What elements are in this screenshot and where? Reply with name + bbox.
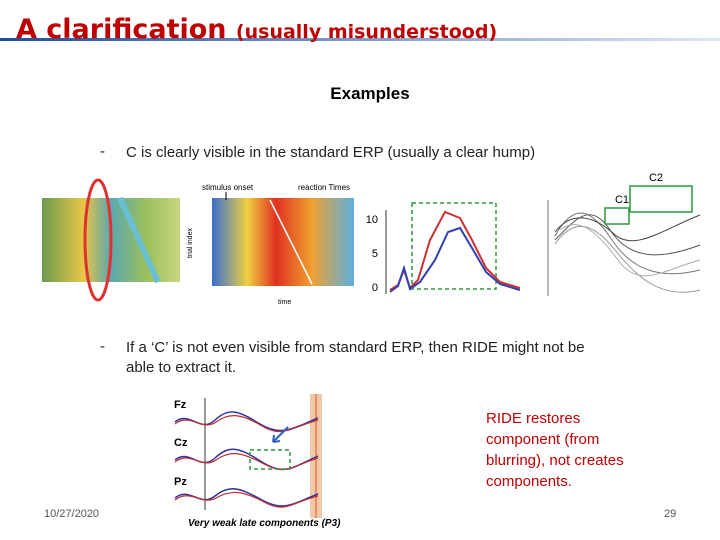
label: reaction Times: [298, 183, 350, 192]
heatmap-trend: [117, 196, 161, 284]
title-underline: [0, 38, 720, 41]
c1-label: C1: [615, 194, 629, 206]
label: time: [278, 299, 291, 306]
channel-label: Cz: [174, 437, 188, 449]
title-sub: (usually misunderstood): [235, 21, 498, 43]
tick: 0: [372, 282, 378, 294]
highlight-box: [249, 449, 291, 470]
erp-blue: [389, 226, 521, 293]
note: RIDE restores component (from blurring),…: [486, 410, 624, 490]
c2-label: C2: [649, 172, 663, 184]
trace: [554, 212, 701, 275]
bullet-marker: -: [100, 338, 105, 355]
trace: [554, 225, 701, 293]
trace: [174, 453, 319, 471]
trace: [554, 214, 701, 256]
c1-box: [604, 207, 630, 225]
trace: [174, 415, 319, 433]
trace: [174, 491, 319, 508]
rt-line: [269, 199, 313, 285]
trials-plot: C1 C2: [547, 172, 701, 296]
label: trial index: [187, 228, 194, 258]
tick: 10: [366, 214, 378, 226]
bullet-text: C is clearly visible in the standard ERP…: [126, 144, 536, 161]
erp-plot: 10 5 0: [366, 202, 521, 294]
erp-red: [389, 210, 521, 291]
c2-box: [629, 185, 693, 213]
bullet-text: If a ‘C’ is not even visible from standa…: [126, 339, 585, 376]
trace: [559, 224, 701, 277]
heatmap: [212, 198, 354, 286]
page-number: 29: [664, 508, 677, 520]
tick: 5: [372, 248, 378, 260]
highlight-ellipse: [83, 178, 113, 302]
bullet-marker: -: [100, 143, 105, 160]
channel-label: Pz: [174, 476, 187, 488]
highlight-box: [411, 202, 497, 290]
channel-label: Fz: [174, 399, 187, 411]
heatmap-left: [42, 178, 180, 302]
title: A clarification (usually misunderstood): [16, 14, 497, 45]
bullet: - C is clearly visible in the standard ER…: [100, 143, 660, 167]
bullet: - If a ‘C’ is not even visible from stand…: [100, 338, 620, 382]
figure2: Fz Cz Pz Very weak late components (P3): [174, 394, 341, 529]
caption: Very weak late components (P3): [188, 518, 341, 529]
section-heading: Examples: [330, 84, 410, 103]
arrow: [272, 426, 289, 443]
title-main: A clarification: [16, 14, 227, 45]
footer-date: 10/27/2020: [44, 508, 100, 520]
label: stimulus onset: [202, 183, 254, 192]
trace: [554, 214, 701, 242]
heatmap-middle: stimulus onset reaction Times time trial…: [187, 183, 354, 306]
